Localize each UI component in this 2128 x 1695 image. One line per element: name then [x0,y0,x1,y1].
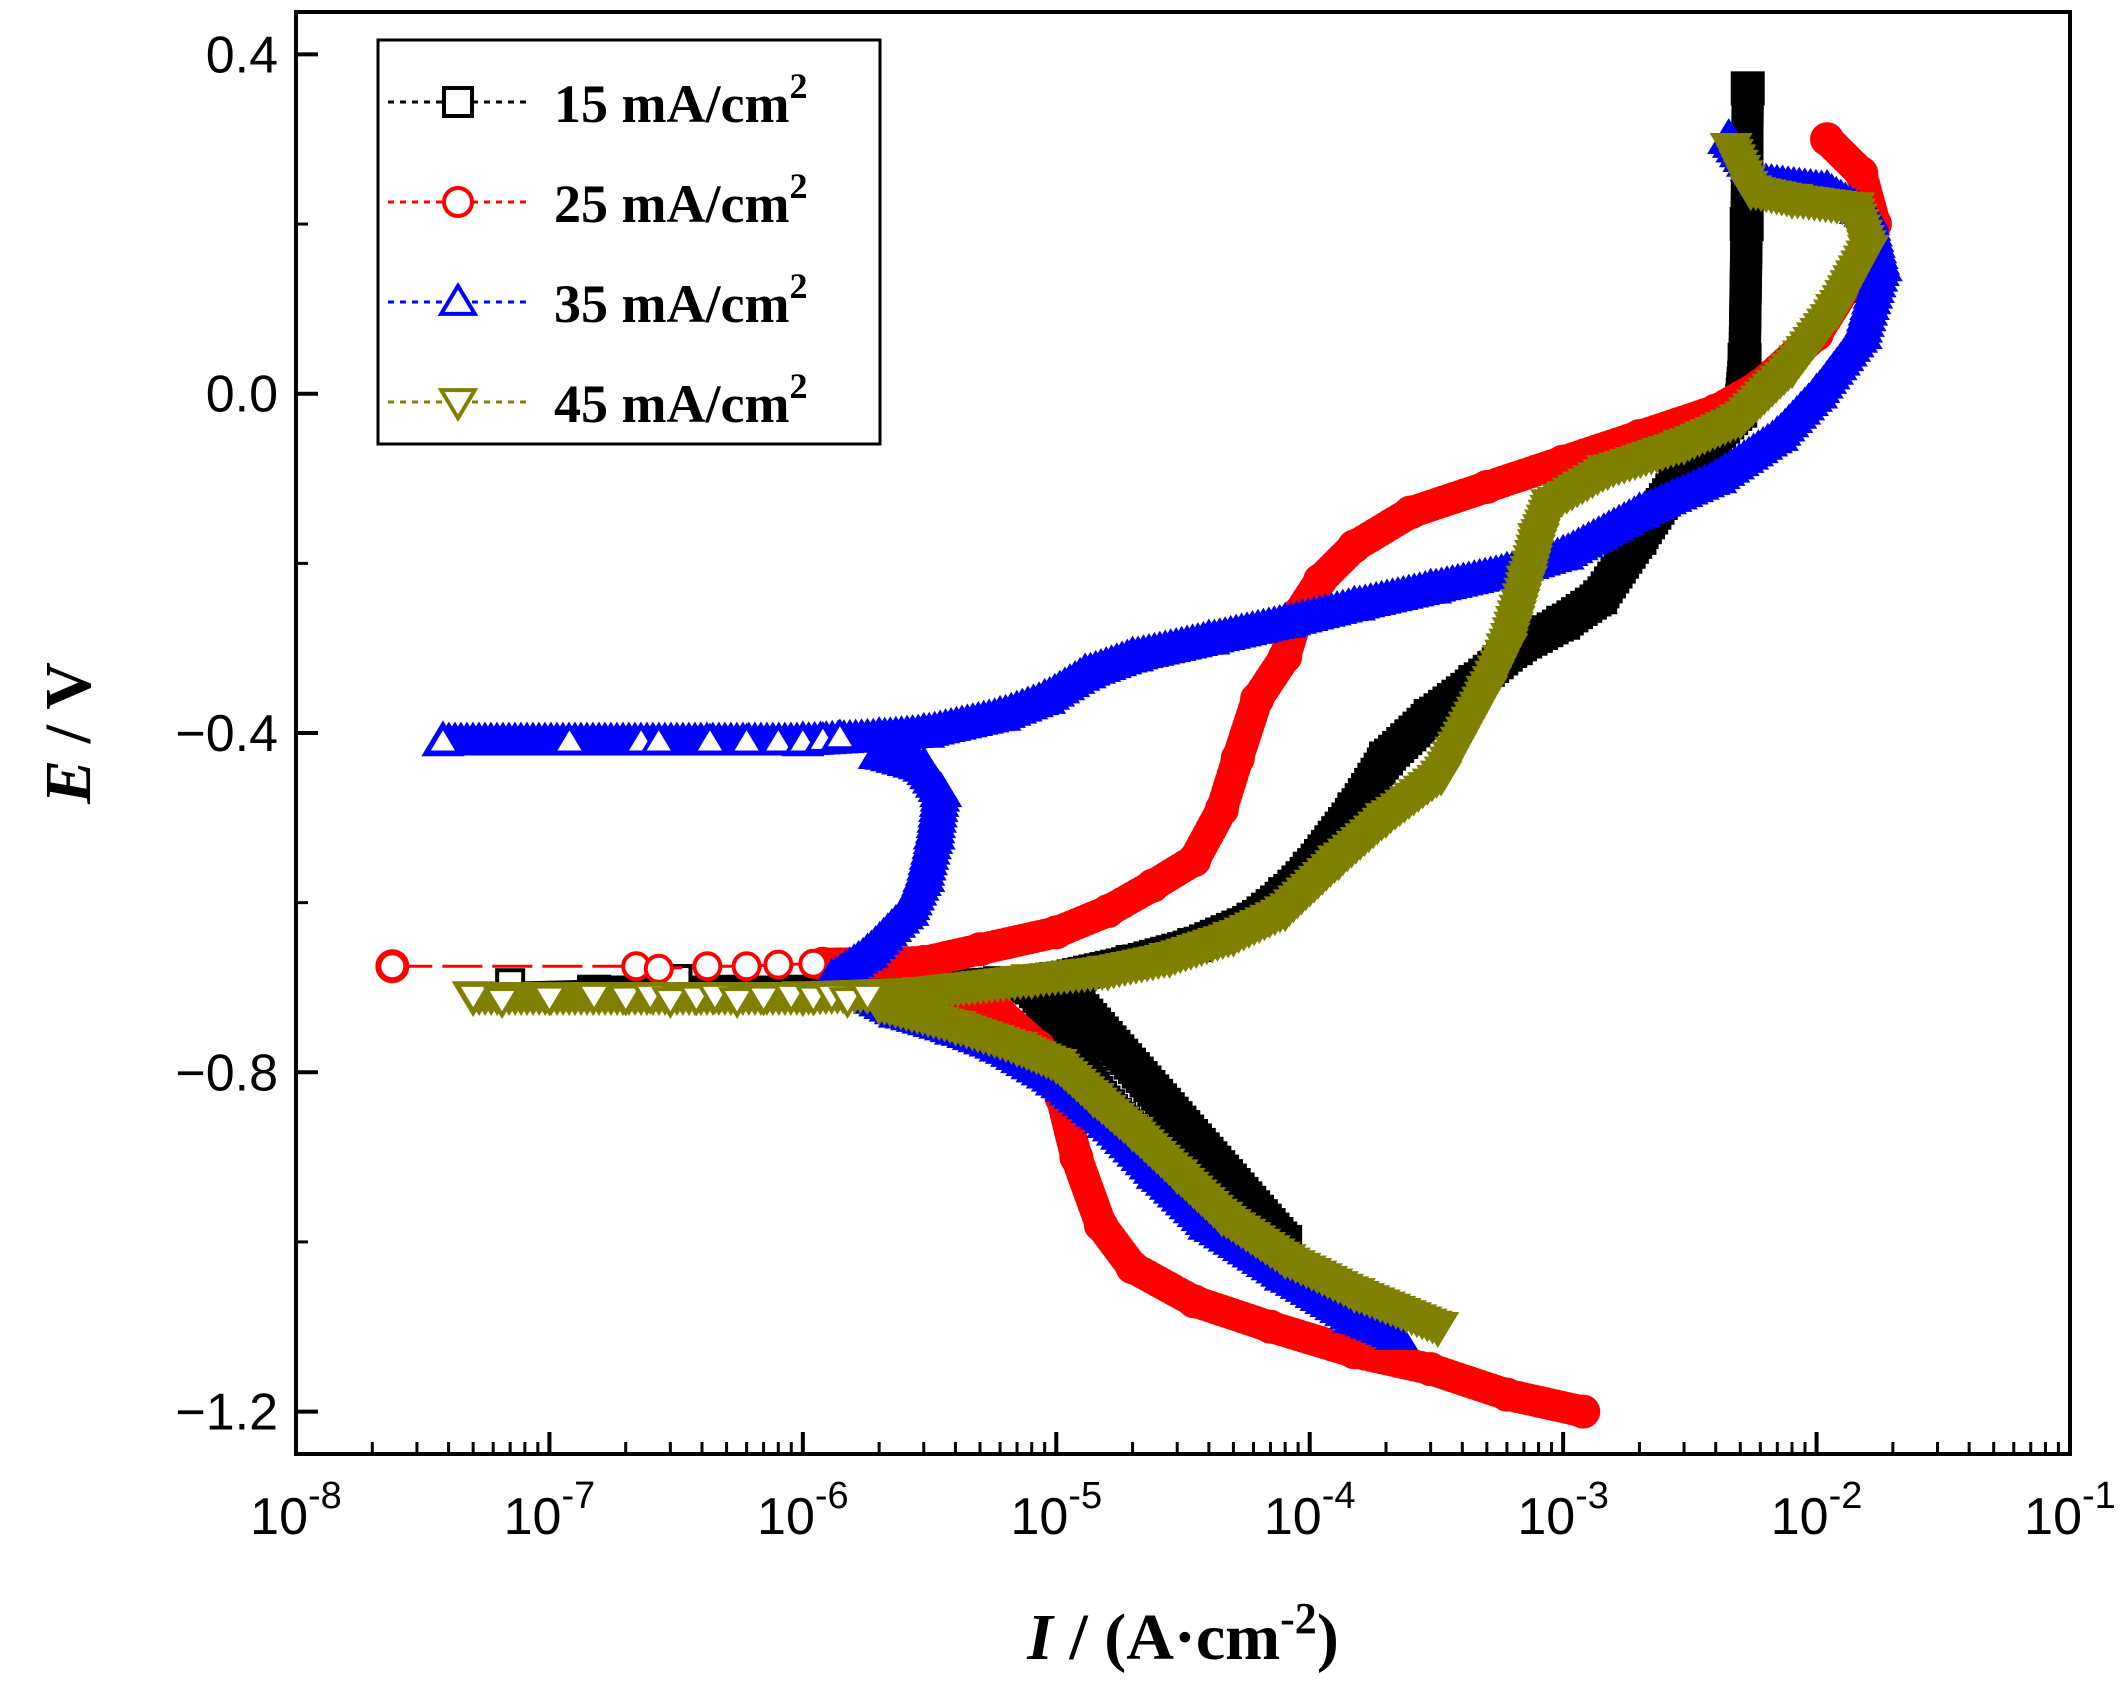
y-tick-label: 0.0 [206,366,278,424]
x-tick-label: 10-5 [1010,1475,1102,1546]
x-axis-title-symbol: I [1026,1601,1055,1674]
data-marker [744,984,783,1017]
data-point [1412,1310,1453,1345]
x-tick-exponent: -6 [815,1475,849,1517]
y-axis-title-unit: / V [32,662,105,760]
legend-label-exponent: 2 [789,66,807,106]
legend-label-text: 25 mA/cm [554,174,789,234]
data-marker [828,987,867,1020]
data-marker [763,949,794,980]
data-marker [848,982,887,1015]
x-tick-base: 10 [1010,1488,1068,1546]
legend-label-exponent: 2 [789,266,807,306]
x-tick-exponent: -5 [1068,1475,1102,1517]
data-marker [651,987,690,1020]
legend-marker [437,388,479,422]
x-tick-exponent: -1 [2082,1475,2116,1517]
x-tick-base: 10 [2024,1488,2082,1546]
ticks-layer: 10-8 10-7 10-6 10-5 10-4 10-3 10-2 10-10.40.0−0… [175,26,2115,1546]
y-tick-label: 0.4 [206,26,278,84]
data-marker [639,722,678,755]
x-tick-exponent: -2 [1829,1475,1863,1517]
data-marker [606,984,645,1017]
x-tick-base: 10 [1771,1488,1829,1546]
data-marker [690,722,730,755]
data-marker [643,953,674,984]
data-marker [820,718,860,751]
legend-label-text: 45 mA/cm [554,374,789,434]
data-point [1561,1394,1594,1427]
data-marker [423,722,463,755]
data-marker [550,722,589,755]
x-tick-exponent: -7 [561,1475,595,1517]
data-marker [530,984,569,1017]
data-point [1370,1313,1412,1348]
legend-item: 35 mA/cm2 [388,266,807,334]
x-tick-base: 10 [757,1488,815,1546]
y-tick-label: −0.4 [175,705,278,763]
series-layer [375,71,1903,1429]
x-tick-label: 10-4 [1264,1475,1356,1546]
x-tick-label: 10-3 [1517,1475,1609,1546]
x-tick-exponent: -4 [1322,1475,1356,1517]
legend-label-exponent: 2 [789,166,807,206]
legend-item: 25 mA/cm2 [388,166,807,234]
legend-label-exponent: 2 [789,366,807,406]
x-axis-title-close: ) [1317,1601,1339,1674]
data-marker [717,987,757,1020]
data-marker [482,987,522,1020]
legend-item: 45 mA/cm2 [388,366,807,434]
legend-label: 45 mA/cm2 [554,366,807,434]
x-tick-base: 10 [1517,1488,1575,1546]
x-tick-exponent: -8 [308,1475,342,1517]
x-tick-label: 10-6 [757,1475,849,1546]
data-marker [377,951,408,982]
x-tick-label: 10-1 [2024,1475,2116,1546]
data-marker [692,951,723,982]
x-tick-exponent: -3 [1575,1475,1609,1517]
data-marker [727,722,766,755]
legend-item: 15 mA/cm2 [388,66,807,134]
legend-marker [442,86,474,118]
x-axis-title-unit: / (A·cm [1053,1601,1280,1674]
data-marker [759,722,798,755]
x-tick-base: 10 [250,1488,308,1546]
y-tick-label: −1.2 [175,1384,278,1442]
data-point [1713,139,1754,174]
x-tick-label: 10-2 [1771,1475,1863,1546]
x-tick-label: 10-8 [250,1475,342,1546]
y-axis-title-symbol: E [32,760,105,805]
data-marker [798,948,829,979]
x-tick-base: 10 [1264,1488,1322,1546]
data-marker [574,982,614,1015]
legend-label-text: 35 mA/cm [554,274,789,334]
x-axis-title-exponent: -2 [1280,1594,1317,1643]
plot-area [375,71,1903,1429]
y-tick-label: −0.8 [175,1044,278,1102]
data-marker [731,951,762,982]
data-point [1814,127,1847,160]
x-axis-title: I / (A·cm-2) [1026,1594,1339,1674]
legend-label: 15 mA/cm2 [554,66,807,134]
y-axis-title: E / V [32,662,105,805]
legend-label-text: 15 mA/cm [554,74,789,134]
series-4 [451,132,1890,1348]
legend-marker [437,282,479,316]
x-tick-base: 10 [504,1488,562,1546]
legend-marker [442,186,474,218]
legend-label: 35 mA/cm2 [554,266,807,334]
data-point [1731,78,1764,111]
legend-label: 25 mA/cm2 [554,166,807,234]
x-tick-label: 10-7 [504,1475,596,1546]
data-marker [454,982,493,1015]
